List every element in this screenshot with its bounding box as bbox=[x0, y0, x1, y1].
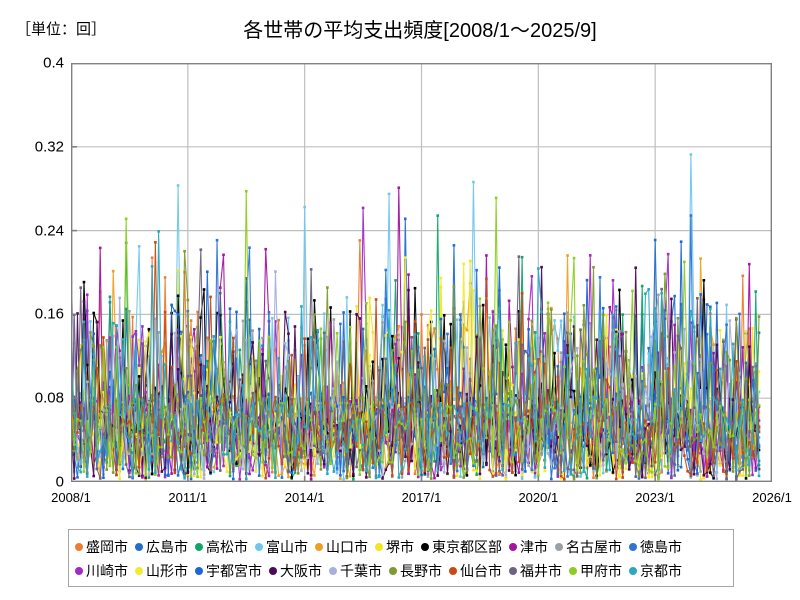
x-tick-label: 2026/1 bbox=[752, 490, 792, 505]
legend-label: 高松市 bbox=[206, 539, 248, 555]
legend-item-大阪市[interactable]: 大阪市 bbox=[269, 564, 322, 578]
legend-label: 甲府市 bbox=[580, 563, 622, 579]
legend-label: 徳島市 bbox=[640, 539, 682, 555]
legend-label: 宇都宮市 bbox=[206, 563, 262, 579]
legend-color-swatch-icon bbox=[555, 543, 563, 551]
legend-color-swatch-icon bbox=[75, 567, 83, 575]
plot-area bbox=[71, 63, 772, 482]
legend-item-盛岡市[interactable]: 盛岡市 bbox=[75, 540, 128, 554]
y-tick-label: 0.08 bbox=[34, 389, 64, 407]
legend-item-甲府市[interactable]: 甲府市 bbox=[569, 564, 622, 578]
series-18 bbox=[71, 189, 761, 481]
legend-label: 千葉市 bbox=[340, 563, 382, 579]
legend-label: 川崎市 bbox=[86, 563, 128, 579]
legend-label: 山口市 bbox=[326, 539, 368, 555]
legend-item-徳島市[interactable]: 徳島市 bbox=[629, 540, 682, 554]
legend-item-富山市[interactable]: 富山市 bbox=[255, 540, 308, 554]
legend-label: 津市 bbox=[520, 539, 548, 555]
legend-label: 富山市 bbox=[266, 539, 308, 555]
unit-label: ［単位：回］ bbox=[16, 21, 107, 38]
legend-item-福井市[interactable]: 福井市 bbox=[509, 564, 562, 578]
y-tick-label: 0.16 bbox=[34, 305, 64, 323]
legend-color-swatch-icon bbox=[75, 543, 83, 551]
legend-label: 大阪市 bbox=[280, 563, 322, 579]
legend-color-swatch-icon bbox=[329, 567, 337, 575]
y-tick-label: 0.32 bbox=[34, 138, 64, 156]
legend-item-名古屋市[interactable]: 名古屋市 bbox=[555, 540, 622, 554]
legend-color-swatch-icon bbox=[255, 543, 263, 551]
legend-item-東京都区部[interactable]: 東京都区部 bbox=[421, 540, 502, 554]
legend-item-山口市[interactable]: 山口市 bbox=[315, 540, 368, 554]
legend-color-swatch-icon bbox=[315, 543, 323, 551]
x-tick-label: 2023/1 bbox=[635, 490, 676, 505]
legend-label: 山形市 bbox=[146, 563, 188, 579]
legend-color-swatch-icon bbox=[629, 543, 637, 551]
y-tick-label: 0.24 bbox=[34, 222, 64, 240]
legend-item-津市[interactable]: 津市 bbox=[509, 540, 548, 554]
legend-label: 盛岡市 bbox=[86, 539, 128, 555]
legend-color-swatch-icon bbox=[375, 543, 383, 551]
series-group bbox=[71, 153, 761, 481]
legend-label: 京都市 bbox=[640, 563, 682, 579]
legend-color-swatch-icon bbox=[269, 567, 277, 575]
legend-item-仙台市[interactable]: 仙台市 bbox=[449, 564, 502, 578]
y-axis-tick-labels: 0 0.08 0.16 0.24 0.32 0.4 bbox=[0, 0, 64, 600]
legend-item-長野市[interactable]: 長野市 bbox=[389, 564, 442, 578]
legend: 盛岡市 広島市 高松市 富山市 山口市 堺市 東京都区部 津市 名古屋市 徳島市 川崎市 山形市 宇都… bbox=[68, 529, 734, 587]
legend-item-堺市[interactable]: 堺市 bbox=[375, 540, 414, 554]
legend-item-川崎市[interactable]: 川崎市 bbox=[75, 564, 128, 578]
legend-color-swatch-icon bbox=[421, 543, 429, 551]
plot-frame bbox=[71, 63, 772, 482]
legend-color-swatch-icon bbox=[509, 567, 517, 575]
legend-color-swatch-icon bbox=[389, 567, 397, 575]
x-tick-label: 2008/1 bbox=[51, 490, 91, 505]
legend-item-山形市[interactable]: 山形市 bbox=[135, 564, 188, 578]
legend-item-千葉市[interactable]: 千葉市 bbox=[329, 564, 382, 578]
y-tick-label: 0 bbox=[55, 473, 64, 491]
series-17 bbox=[71, 248, 761, 481]
legend-label: 仙台市 bbox=[460, 563, 502, 579]
legend-color-swatch-icon bbox=[449, 567, 457, 575]
series-19 bbox=[71, 230, 761, 481]
legend-color-swatch-icon bbox=[135, 567, 143, 575]
legend-item-広島市[interactable]: 広島市 bbox=[135, 540, 188, 554]
page-title: 各世帯の平均支出頻度[2008/1～2025/9] bbox=[243, 20, 597, 42]
legend-color-swatch-icon bbox=[135, 543, 143, 551]
y-tick-label: 0.4 bbox=[43, 54, 64, 72]
x-tick-label: 2011/1 bbox=[168, 490, 208, 505]
legend-label: 東京都区部 bbox=[432, 539, 502, 555]
legend-color-swatch-icon bbox=[629, 567, 637, 575]
legend-color-swatch-icon bbox=[195, 543, 203, 551]
legend-row: 盛岡市 広島市 高松市 富山市 山口市 堺市 東京都区部 津市 名古屋市 徳島市 bbox=[75, 535, 727, 559]
legend-row: 川崎市 山形市 宇都宮市 大阪市 千葉市 長野市 仙台市 福井市 甲府市 京都市 bbox=[75, 559, 727, 583]
legend-item-宇都宮市[interactable]: 宇都宮市 bbox=[195, 564, 262, 578]
legend-color-swatch-icon bbox=[509, 543, 517, 551]
x-tick-label: 2020/1 bbox=[518, 490, 559, 505]
legend-color-swatch-icon bbox=[569, 567, 577, 575]
x-tick-label: 2014/1 bbox=[284, 490, 325, 505]
legend-label: 名古屋市 bbox=[566, 539, 622, 555]
legend-item-京都市[interactable]: 京都市 bbox=[629, 564, 682, 578]
x-tick-label: 2017/1 bbox=[401, 490, 442, 505]
legend-label: 広島市 bbox=[146, 539, 188, 555]
legend-label: 長野市 bbox=[400, 563, 442, 579]
legend-color-swatch-icon bbox=[195, 567, 203, 575]
series-canvas bbox=[71, 63, 772, 482]
legend-label: 堺市 bbox=[386, 539, 414, 555]
legend-label: 福井市 bbox=[520, 563, 562, 579]
legend-item-高松市[interactable]: 高松市 bbox=[195, 540, 248, 554]
